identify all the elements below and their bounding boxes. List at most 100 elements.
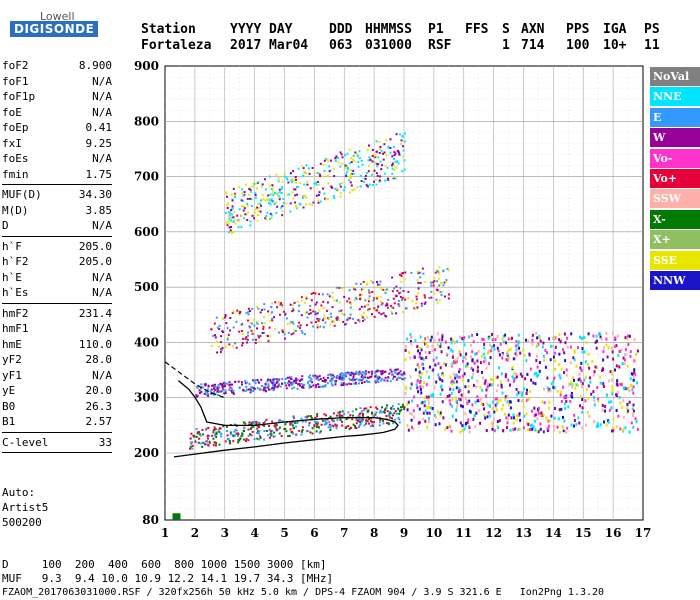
echo-point (297, 383, 300, 386)
echo-point (626, 411, 629, 415)
param-row: yF2 28.0 (2, 352, 112, 368)
echo-point (324, 379, 326, 381)
echo-point (466, 421, 469, 425)
param-value: N/A (92, 286, 112, 299)
echo-point (455, 360, 458, 364)
echo-point (398, 412, 401, 415)
echo-point (227, 220, 230, 223)
echo-point (384, 172, 387, 175)
echo-point (401, 403, 404, 406)
echo-point (329, 415, 332, 418)
echo-point (632, 412, 635, 415)
echo-point (486, 385, 489, 389)
x-tick-label: 4 (250, 526, 258, 540)
echo-point (371, 313, 373, 316)
echo-point (394, 177, 397, 180)
echo-point (344, 164, 347, 167)
echo-point (584, 375, 587, 379)
echo-point (355, 427, 358, 429)
echo-point (368, 183, 371, 186)
echo-point (224, 440, 227, 443)
echo-point (311, 427, 314, 430)
echo-point (626, 407, 629, 410)
echo-point (371, 155, 374, 157)
echo-point (252, 425, 255, 428)
echo-point (424, 337, 427, 341)
echo-point (269, 218, 271, 220)
x-tick-label: 12 (485, 526, 502, 540)
echo-point (336, 377, 339, 380)
echo-point (513, 371, 516, 375)
echo-point (292, 381, 295, 384)
echo-point (324, 421, 327, 424)
echo-point (292, 307, 295, 310)
echo-point (340, 414, 343, 417)
echo-point (546, 386, 549, 390)
echo-point (428, 420, 430, 424)
echo-point (563, 332, 566, 336)
echo-point (401, 378, 404, 381)
echo-point (370, 372, 373, 375)
echo-point (337, 411, 340, 414)
echo-point (291, 381, 294, 384)
echo-point (281, 214, 284, 217)
echo-point (227, 222, 230, 225)
echo-point (567, 405, 570, 409)
echo-point (338, 413, 341, 416)
echo-point (229, 433, 232, 436)
echo-point (486, 415, 489, 419)
echo-point (224, 313, 227, 316)
echo-point (251, 322, 254, 325)
echo-point (364, 299, 367, 302)
echo-point (281, 180, 284, 183)
echo-point (377, 305, 380, 308)
echo-point (338, 301, 341, 304)
echo-point (518, 413, 521, 417)
echo-point (240, 199, 243, 202)
echo-point (259, 436, 262, 439)
echo-point (581, 382, 584, 386)
echo-point (230, 219, 232, 222)
echo-point (203, 383, 206, 386)
echo-point (341, 156, 344, 159)
echo-point (278, 195, 281, 198)
echo-point (521, 391, 524, 395)
echo-point (450, 363, 453, 367)
echo-point (335, 317, 338, 320)
echo-point (553, 377, 555, 380)
echo-point (536, 374, 539, 378)
y-tick-label: 80 (142, 513, 159, 527)
param-row: yF1 N/A (2, 368, 112, 384)
legend-item: Vo+ (650, 168, 700, 188)
echo-point (401, 374, 404, 377)
echo-point (226, 195, 228, 198)
echo-point (353, 188, 356, 191)
echo-point (278, 198, 281, 201)
echo-point (411, 399, 414, 403)
echo-point (370, 375, 373, 378)
echo-point (365, 379, 368, 382)
echo-point (358, 424, 361, 427)
echo-point (471, 350, 474, 354)
echo-point (579, 404, 582, 408)
echo-point (362, 376, 365, 379)
echo-point (287, 435, 290, 438)
echo-point (280, 188, 283, 191)
echo-point (288, 380, 290, 383)
echo-point (378, 411, 381, 414)
echo-point (322, 385, 324, 388)
echo-point (504, 373, 507, 377)
echo-point (465, 422, 467, 425)
echo-point (253, 380, 256, 383)
echo-point (243, 217, 246, 220)
x-tick-label: 9 (400, 526, 408, 540)
echo-point (488, 362, 490, 365)
param-label: foF2 (2, 59, 29, 72)
echo-point (225, 191, 228, 194)
echo-point (254, 192, 257, 195)
echo-point (475, 385, 477, 389)
echo-point (378, 152, 381, 154)
echo-point (361, 316, 364, 319)
y-tick-label: 700 (134, 170, 159, 184)
echo-point (554, 367, 557, 371)
